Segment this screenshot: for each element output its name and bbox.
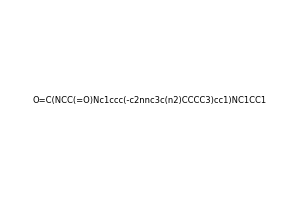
Text: O=C(NCC(=O)Nc1ccc(-c2nnc3c(n2)CCCC3)cc1)NC1CC1: O=C(NCC(=O)Nc1ccc(-c2nnc3c(n2)CCCC3)cc1)… — [33, 96, 267, 105]
